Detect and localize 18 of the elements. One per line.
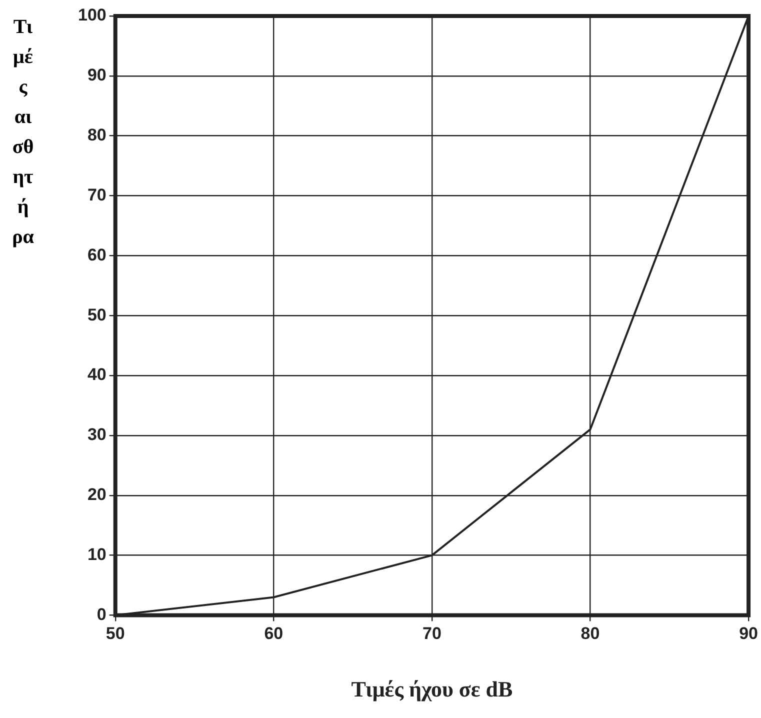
y-tick-label: 0	[96, 604, 106, 624]
y-tick-label: 30	[87, 425, 106, 444]
y-tick-label: 40	[87, 365, 106, 384]
y-tick-label: 70	[87, 185, 106, 204]
y-tick-label: 10	[87, 544, 106, 564]
x-tick-label: 80	[580, 624, 600, 644]
y-tick-label: 90	[87, 66, 106, 85]
x-tick-label: 70	[422, 624, 442, 644]
x-tick-label: 50	[106, 624, 125, 644]
y-tick-label: 80	[87, 126, 106, 145]
y-tick-label: 20	[87, 485, 106, 504]
y-axis-title: Τιμές αισθητήρα	[12, 15, 34, 250]
x-tick-label: 60	[264, 624, 284, 644]
x-tick-label: 90	[739, 624, 758, 644]
x-axis-title: Τιμές ήχου σε dB	[351, 676, 514, 702]
y-tick-label: 100	[78, 6, 106, 25]
y-tick-label: 60	[87, 245, 106, 264]
y-tick-label: 50	[87, 305, 106, 324]
